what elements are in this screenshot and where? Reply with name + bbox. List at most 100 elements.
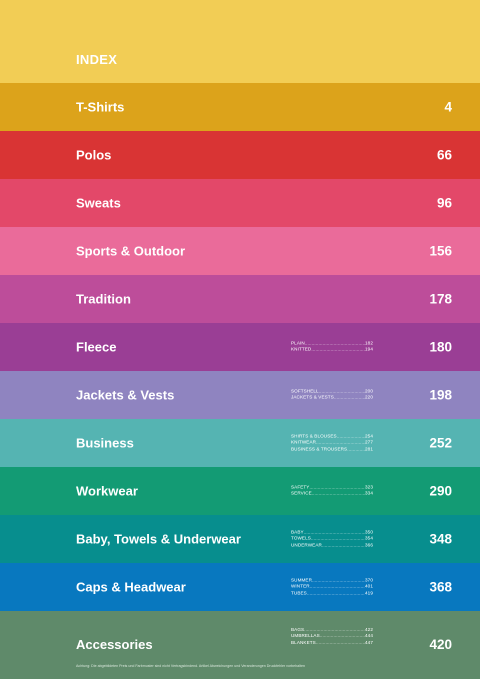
subcategory-name: UMBRELLAS (291, 633, 320, 639)
category-label[interactable]: Fleece (76, 339, 117, 355)
subcategory-item[interactable]: SHIRTS & BLOUSES 254 (291, 433, 373, 439)
subcategory-page: 370 (365, 577, 373, 583)
category-row[interactable]: Workwear SAFETY 323 SERVICE 334 290 (0, 467, 480, 515)
subcategory-item[interactable]: SAFETY 323 (291, 485, 373, 491)
category-row[interactable]: T-Shirts 4 (0, 83, 480, 131)
subcategory-name: BAGS (291, 627, 305, 632)
subcategory-name: TOWELS (291, 535, 311, 541)
subcategory-name: SERVICE (291, 491, 312, 496)
subcategory-page: 323 (365, 484, 373, 490)
footnote: Achtung: Die abgebildeten Preis und Farb… (76, 664, 305, 668)
subcategory-item[interactable]: BUSINESS & TROUSERS 281 (291, 446, 373, 452)
subcategory-item[interactable]: BAGS 422 (291, 627, 373, 633)
subcategory-name: PLAIN (291, 340, 305, 346)
dot-leader (322, 542, 365, 548)
subcategory-list: PLAIN 182 KNITTED 194 (291, 341, 373, 354)
index-header: INDEX (0, 0, 480, 83)
subcategory-item[interactable]: BLANKETS 447 (291, 640, 373, 646)
category-row[interactable]: Tradition 178 (0, 275, 480, 323)
subcategory-item[interactable]: TOWELS 354 (291, 536, 373, 542)
subcategory-page: 220 (365, 395, 373, 400)
subcategory-list: BAGS 422 UMBRELLAS 444 BLANKETS 447 (291, 627, 373, 646)
category-row[interactable]: Accessories BAGS 422 UMBRELLAS 444 BLANKETS 44… (0, 611, 480, 677)
subcategory-name: UNDERWEAR (291, 542, 322, 548)
subcategory-name: BABY (291, 529, 304, 535)
subcategory-name: JACKETS & VESTS (291, 395, 334, 400)
category-row[interactable]: Jackets & Vests SOFTSHELL200JACKETS & VES… (0, 371, 480, 419)
category-row[interactable]: Sports & Outdoor 156 (0, 227, 480, 275)
subcategory-list: SUMMER 370 WINTER 401 TUBES 419 (291, 577, 373, 596)
subcategory-page: 366 (365, 542, 373, 548)
category-row[interactable]: Fleece PLAIN 182 KNITTED 194 180 (0, 323, 480, 371)
subcategory-item[interactable]: SERVICE 334 (291, 491, 373, 497)
subcategory-page: 350 (365, 529, 373, 535)
category-row[interactable]: Sweats 96 (0, 179, 480, 227)
subcategory-page: 277 (365, 439, 373, 445)
category-label[interactable]: Polos (76, 147, 112, 163)
subcategory-name: SUMMER (291, 577, 313, 583)
subcategory-page: 194 (365, 347, 373, 352)
category-page-number: 348 (429, 531, 452, 547)
subcategory-name: KNITWEAR (291, 439, 317, 445)
subcategory-list: BABY 350 TOWELS 354 UNDERWEAR 366 (291, 529, 373, 548)
category-label[interactable]: Jackets & Vests (76, 387, 175, 403)
dot-leader (312, 491, 365, 497)
subcategory-name: SAFETY (291, 484, 310, 490)
category-list: T-Shirts 4 Polos 66 Sweats 96 Sports & Outdoor… (0, 83, 480, 677)
subcategory-item[interactable]: SOFTSHELL 200 (291, 389, 373, 395)
category-page-number: 368 (429, 579, 452, 595)
subcategory-page: 422 (365, 627, 373, 632)
subcategory-name: WINTER (291, 583, 310, 589)
subcategory-page: 419 (365, 590, 373, 596)
subcategory-item[interactable]: KNITWEAR 277 (291, 440, 373, 446)
category-page-number: 156 (429, 243, 452, 259)
subcategory-page: 254 (365, 433, 373, 439)
subcategory-list: SOFTSHELL 200 JACKETS & VESTS 220 (291, 389, 373, 402)
subcategory-page: 182 (365, 340, 373, 346)
category-label[interactable]: T-Shirts (76, 99, 125, 115)
subcategory-item[interactable]: KNITTED 194 (291, 347, 373, 353)
subcategory-name: SHIRTS & BLOUSES (291, 433, 337, 439)
category-label[interactable]: Business (76, 435, 134, 451)
subcategory-item[interactable]: UMBRELLAS 444 (291, 633, 373, 639)
subcategory-item[interactable]: PLAIN 182 (291, 341, 373, 347)
subcategory-item[interactable]: JACKETS & VESTS 220 (291, 395, 373, 401)
category-page-number: 420 (429, 637, 452, 652)
category-row[interactable]: Business SHIRTS & BLOUSES 254 KNITWEAR 277BU… (0, 419, 480, 467)
subcategory-item[interactable]: BABY 350 (291, 529, 373, 535)
subcategory-page: 447 (365, 639, 373, 645)
index-title: INDEX (76, 52, 118, 67)
subcategory-list: SAFETY 323 SERVICE 334 (291, 485, 373, 498)
dot-leader (334, 395, 365, 401)
subcategory-item[interactable]: WINTER 401 (291, 584, 373, 590)
category-label[interactable]: Baby, Towels & Underwear (76, 531, 241, 547)
category-row[interactable]: Baby, Towels & Underwear BABY 350 TOWELS 354… (0, 515, 480, 563)
subcategory-page: 334 (365, 491, 373, 496)
dot-leader (316, 640, 365, 646)
category-page-number: 252 (429, 435, 452, 451)
subcategory-page: 354 (365, 535, 373, 541)
category-row[interactable]: Caps & Headwear SUMMER 370 WINTER 401 TUBES 41… (0, 563, 480, 611)
category-page-number: 198 (429, 387, 452, 403)
category-page-number: 178 (429, 291, 452, 307)
category-label[interactable]: Tradition (76, 291, 131, 307)
subcategory-page: 281 (365, 446, 373, 452)
category-label[interactable]: Accessories (76, 637, 153, 652)
category-label[interactable]: Caps & Headwear (76, 579, 186, 595)
category-label[interactable]: Sweats (76, 195, 121, 211)
dot-leader (311, 347, 365, 353)
dot-leader (307, 590, 365, 596)
subcategory-item[interactable]: TUBES 419 (291, 590, 373, 596)
category-page-number: 180 (429, 339, 452, 355)
category-page-number: 96 (436, 195, 452, 211)
category-label[interactable]: Workwear (76, 483, 138, 499)
category-label[interactable]: Sports & Outdoor (76, 243, 186, 259)
subcategory-item[interactable]: UNDERWEAR 366 (291, 542, 373, 548)
subcategory-name: BLANKETS (291, 639, 316, 645)
category-row[interactable]: Polos 66 (0, 131, 480, 179)
subcategory-page: 401 (365, 583, 373, 589)
category-page-number: 66 (436, 147, 452, 163)
subcategory-item[interactable]: SUMMER 370 (291, 577, 373, 583)
